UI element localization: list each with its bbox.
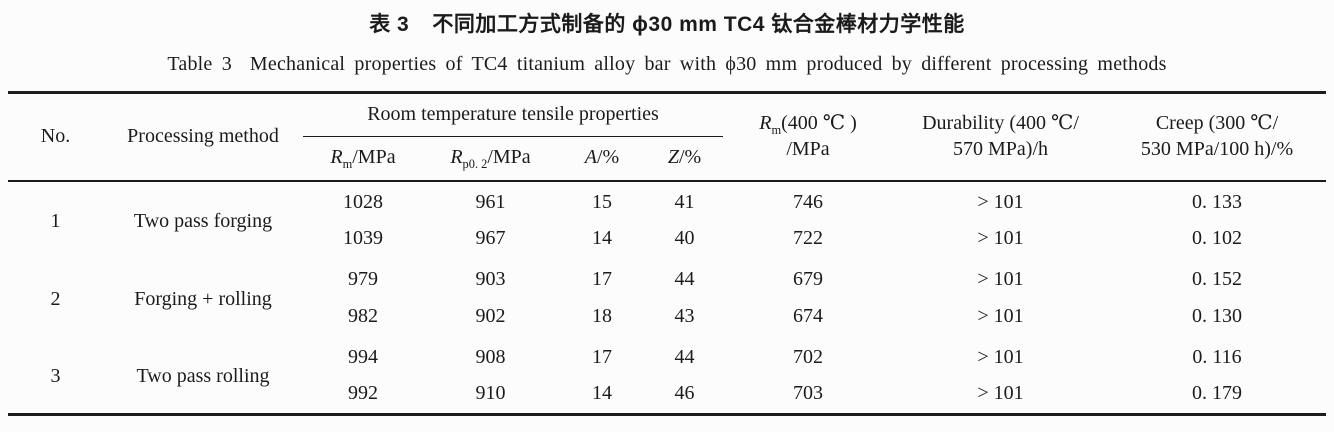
table-row: 2 Forging + rolling 979 903 17 44 679 > … <box>8 259 1326 310</box>
col-header-durability-line1: Durability (400 ℃/ <box>922 112 1079 135</box>
col-header-creep-line1: Creep (300 ℃/ <box>1155 112 1279 135</box>
cell-rp02: 908 <box>475 346 506 369</box>
cell-rm-400: 679 <box>793 268 824 291</box>
col-header-rp02: Rp0. 2/MPa <box>423 136 558 182</box>
mechanical-properties-table: No. Processing method Room temperature t… <box>8 91 1327 416</box>
table-row: 982 902 18 43 674 > 101 0. 130 <box>8 298 1326 337</box>
cell-durability: > 101 <box>977 346 1024 369</box>
cell-a: 15 <box>592 190 612 213</box>
cell-rm-400: 722 <box>793 227 824 250</box>
cell-durability: > 101 <box>977 227 1024 250</box>
cell-z: 46 <box>674 382 695 405</box>
col-header-elongation-a: A/% <box>558 136 646 182</box>
cell-rm-400: 703 <box>793 382 824 405</box>
symbol-rm-subscript: m <box>771 123 782 138</box>
header-row-1: No. Processing method Room temperature t… <box>8 92 1327 182</box>
cell-z: 44 <box>674 268 695 291</box>
col-header-rm-rt: Rm/MPa <box>303 136 423 182</box>
cell-rm-rt: 992 <box>348 382 378 405</box>
cell-processing-method: Two pass rolling <box>136 364 270 387</box>
cell-processing-method: Forging + rolling <box>134 287 272 310</box>
cell-durability: > 101 <box>977 268 1024 291</box>
col-header-creep: Creep (300 ℃/ 530 MPa/100 h)/% <box>1108 92 1327 182</box>
cell-rm-rt: 1028 <box>343 190 383 213</box>
symbol-rp02: R <box>450 146 463 169</box>
col-header-rm-400-line1: Rm(400 ℃ ) <box>723 111 893 137</box>
symbol-rp02-subscript: p0. 2 <box>462 157 488 172</box>
caption-chinese: 表 3 不同加工方式制备的 ϕ30 mm TC4 钛合金棒材力学性能 <box>0 8 1334 38</box>
cell-rm-rt: 994 <box>348 346 378 369</box>
cell-rp02: 902 <box>475 305 506 328</box>
caption-english: Table 3 Mechanical properties of TC4 tita… <box>0 53 1334 76</box>
cell-creep: 0. 102 <box>1192 227 1243 250</box>
cell-rm-400: 746 <box>793 190 824 213</box>
cell-rm-rt: 979 <box>348 268 378 291</box>
cell-durability: > 101 <box>977 305 1024 328</box>
unit-mpa: /MPa <box>352 146 396 169</box>
cell-a: 14 <box>592 382 612 405</box>
cell-rp02: 961 <box>475 190 506 213</box>
cell-no: 1 <box>50 210 61 233</box>
cell-rp02: 910 <box>475 382 506 405</box>
cell-z: 43 <box>674 305 695 328</box>
cell-a: 17 <box>592 268 612 291</box>
table-body: 1 Two pass forging 1028 961 15 41 746 > … <box>8 181 1326 415</box>
table-row: 992 910 14 46 703 > 101 0. 179 <box>8 376 1326 415</box>
col-header-no: No. <box>8 92 103 182</box>
unit-percent: /% <box>597 146 620 169</box>
symbol-rm: R <box>759 112 772 135</box>
cell-rp02: 903 <box>475 268 506 291</box>
cell-creep: 0. 130 <box>1192 305 1243 328</box>
cell-no: 3 <box>50 364 61 387</box>
cell-creep: 0. 116 <box>1192 346 1242 369</box>
col-header-processing-method: Processing method <box>103 92 303 182</box>
cell-rp02: 967 <box>475 227 506 250</box>
cell-processing-method: Two pass forging <box>133 210 273 233</box>
table-row: 1 Two pass forging 1028 961 15 41 746 > … <box>8 181 1326 233</box>
table-header: No. Processing method Room temperature t… <box>8 92 1327 182</box>
cell-z: 44 <box>674 346 695 369</box>
unit-percent: /% <box>678 146 702 169</box>
cell-a: 18 <box>592 305 612 328</box>
symbol-rm: R <box>330 146 343 169</box>
cell-rm-400: 702 <box>793 346 824 369</box>
header-row-2: Rm/MPa Rp0. 2/MPa A/% Z/% <box>8 136 1326 182</box>
cell-a: 17 <box>592 346 612 369</box>
cell-creep: 0. 152 <box>1192 268 1243 291</box>
caption-zh-text: 不同加工方式制备的 ϕ30 mm TC4 钛合金棒材力学性能 <box>432 13 965 36</box>
unit-mpa: /MPa <box>487 146 531 169</box>
symbol-z: Z <box>667 146 679 169</box>
cell-z: 41 <box>674 190 695 213</box>
symbol-a: A <box>584 146 597 169</box>
col-header-reduction-z: Z/% <box>646 136 724 182</box>
col-header-durability-line2: 570 MPa)/h <box>953 137 1049 160</box>
cell-no: 2 <box>50 287 61 310</box>
cell-rm-400: 674 <box>793 305 824 328</box>
cell-durability: > 101 <box>977 190 1024 213</box>
caption-en-text: Mechanical properties of TC4 titanium al… <box>249 53 1167 75</box>
cell-creep: 0. 133 <box>1192 190 1243 213</box>
cell-creep: 0. 179 <box>1192 382 1243 405</box>
cell-rm-rt: 982 <box>348 305 378 328</box>
col-header-rm-400: Rm(400 ℃ ) /MPa <box>723 92 894 182</box>
caption-zh-label: 表 3 <box>369 13 410 36</box>
table-row: 3 Two pass rolling 994 908 17 44 702 > 1… <box>8 337 1326 387</box>
cell-rm-rt: 1039 <box>343 227 383 250</box>
col-group-room-temperature-tensile: Room temperature tensile properties <box>303 92 724 137</box>
col-header-creep-line2: 530 MPa/100 h)/% <box>1140 137 1294 160</box>
table-row: 1039 967 14 40 722 > 101 0. 102 <box>8 220 1326 259</box>
col-header-durability: Durability (400 ℃/ 570 MPa)/h <box>893 92 1109 182</box>
col-header-rm-400-line2: /MPa <box>786 137 830 160</box>
table-captions: 表 3 不同加工方式制备的 ϕ30 mm TC4 钛合金棒材力学性能 Table … <box>0 0 1334 76</box>
rm-400-condition: (400 ℃ ) <box>781 112 857 135</box>
cell-durability: > 101 <box>977 382 1024 405</box>
cell-z: 40 <box>674 227 695 250</box>
caption-en-label: Table 3 <box>167 53 232 75</box>
symbol-rm-subscript: m <box>342 157 353 172</box>
cell-a: 14 <box>592 227 612 250</box>
